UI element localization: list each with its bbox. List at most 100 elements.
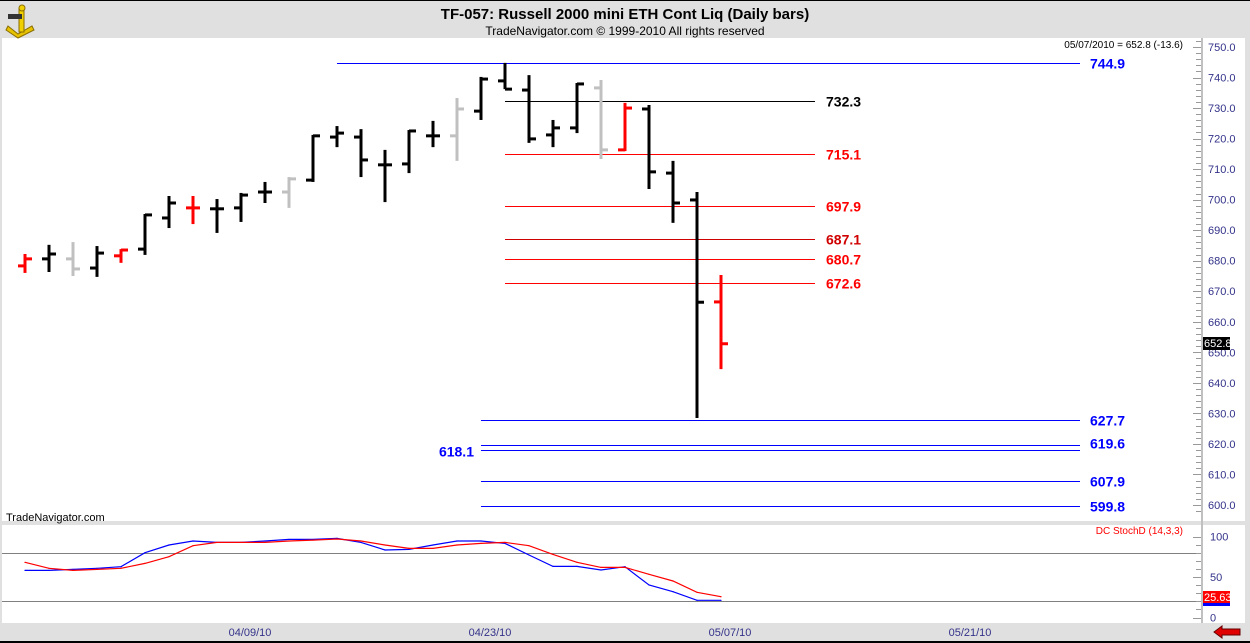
price-tick-label: 670.0 — [1208, 286, 1236, 298]
price-tick-label: 620.0 — [1208, 439, 1236, 451]
price-bars — [18, 62, 728, 418]
ohlc-bar — [714, 275, 728, 370]
copyright-subtitle: TradeNavigator.com © 1999-2010 All right… — [485, 24, 764, 38]
price-tick-label: 700.0 — [1208, 195, 1236, 207]
price-tick-label: 660.0 — [1208, 317, 1236, 329]
stoch-point — [216, 541, 218, 544]
price-tick-label: 610.0 — [1208, 469, 1236, 481]
stoch-point — [24, 569, 26, 571]
price-tick-label: 690.0 — [1208, 225, 1236, 237]
price-levels: 744.9 732.3 715.1 697.9 687.1 680.7 672.6 627.7… — [337, 56, 1125, 515]
level-label: 672.6 — [826, 276, 861, 292]
stoch-point — [696, 599, 698, 601]
stoch-point — [312, 539, 314, 541]
price-tick-label: 710.0 — [1208, 164, 1236, 176]
ohlc-bar — [210, 199, 224, 233]
level-label: 732.3 — [826, 94, 861, 110]
price-tick-label: 740.0 — [1208, 73, 1236, 85]
stoch-point — [408, 547, 410, 550]
date-axis: 04/09/10 04/23/10 05/07/10 05/21/10 — [229, 627, 992, 639]
price-tick-label: 680.0 — [1208, 256, 1236, 268]
stoch-point — [576, 561, 578, 563]
sextant-logo-icon — [5, 4, 35, 39]
stoch-tick-label: 0 — [1210, 613, 1216, 625]
ohlc-bar — [186, 195, 200, 225]
stoch-point — [240, 541, 242, 544]
ohlc-bar — [378, 149, 392, 203]
ohlc-bar — [18, 253, 32, 273]
price-tick-label: 600.0 — [1208, 500, 1236, 512]
price-axis-line[interactable] — [1201, 38, 1203, 623]
stoch-point — [48, 567, 50, 569]
ohlc-bar — [546, 119, 560, 148]
stoch-point — [528, 554, 530, 556]
stoch-point — [408, 548, 410, 550]
stoch-point — [96, 568, 98, 570]
ohlc-bar — [618, 102, 632, 152]
stoch-point — [264, 541, 266, 544]
ohlc-bar — [90, 246, 104, 277]
ohlc-bar — [690, 192, 704, 418]
ohlc-bar — [354, 129, 368, 178]
stoch-point — [576, 565, 578, 567]
stoch-point — [624, 566, 626, 568]
level-label: 697.9 — [826, 199, 861, 215]
stoch-point — [48, 569, 50, 571]
stoch-point — [192, 545, 194, 547]
level-label: 618.1 — [439, 444, 474, 460]
last-price-tag: 652.8 — [1204, 338, 1232, 350]
stoch-point — [696, 591, 698, 593]
stoch-point — [720, 599, 722, 601]
price-tick-label: 720.0 — [1208, 134, 1236, 146]
stoch-point — [480, 542, 482, 544]
stoch-tag-bg — [1203, 591, 1230, 603]
ohlc-bar — [42, 244, 56, 273]
ohlc-bar — [570, 82, 584, 134]
red-left-arrow-icon[interactable] — [1213, 625, 1241, 639]
stoch-point — [96, 567, 98, 569]
stoch-point — [552, 565, 554, 567]
bottom-border — [0, 641, 1250, 643]
stoch-point — [288, 538, 290, 541]
top-border — [0, 0, 1250, 1]
stoch-point — [144, 562, 146, 564]
stoch-point — [360, 540, 362, 542]
level-label: 627.7 — [1090, 413, 1125, 429]
ohlc-bar — [522, 75, 536, 143]
stoch-point — [144, 552, 146, 554]
ohlc-bar — [642, 105, 656, 189]
stoch-point — [72, 568, 74, 570]
stoch-point — [192, 540, 194, 542]
stoch-point — [600, 566, 602, 568]
ohlc-bar — [498, 62, 512, 91]
ohlc-bar — [114, 248, 128, 263]
level-label: 744.9 — [1090, 56, 1125, 72]
date-tick-label: 05/07/10 — [709, 627, 752, 639]
stoch-point — [360, 541, 362, 544]
ohlc-bar — [258, 181, 272, 204]
price-axis: 750.0 740.0 730.0 720.0 710.0 700.0 690.0 680.0… — [1193, 41, 1236, 512]
stoch-point — [288, 540, 290, 542]
stoch-point — [480, 540, 482, 542]
ohlc-bar — [666, 160, 680, 223]
ohlc-bar — [594, 79, 608, 160]
stoch-point — [168, 544, 170, 546]
ohlc-bar — [306, 134, 320, 182]
price-tick-label: 650.0 — [1208, 347, 1236, 359]
level-label: 687.1 — [826, 232, 861, 248]
date-tick-label: 04/23/10 — [469, 627, 512, 639]
stoch-title: DC StochD (14,3,3) — [1096, 526, 1183, 537]
level-label: 715.1 — [826, 147, 861, 163]
stoch-point — [432, 544, 434, 546]
ohlc-bar — [330, 126, 344, 148]
ohlc-bar — [426, 120, 440, 148]
stoch-point — [552, 553, 554, 556]
stoch-panel — [2, 525, 1245, 623]
last-price-tag-bg — [1203, 337, 1230, 350]
stoch-point — [384, 549, 386, 551]
stoch-point — [720, 596, 722, 598]
ohlc-bar — [138, 213, 152, 255]
stoch-point — [456, 540, 458, 542]
stoch-point — [600, 569, 602, 571]
